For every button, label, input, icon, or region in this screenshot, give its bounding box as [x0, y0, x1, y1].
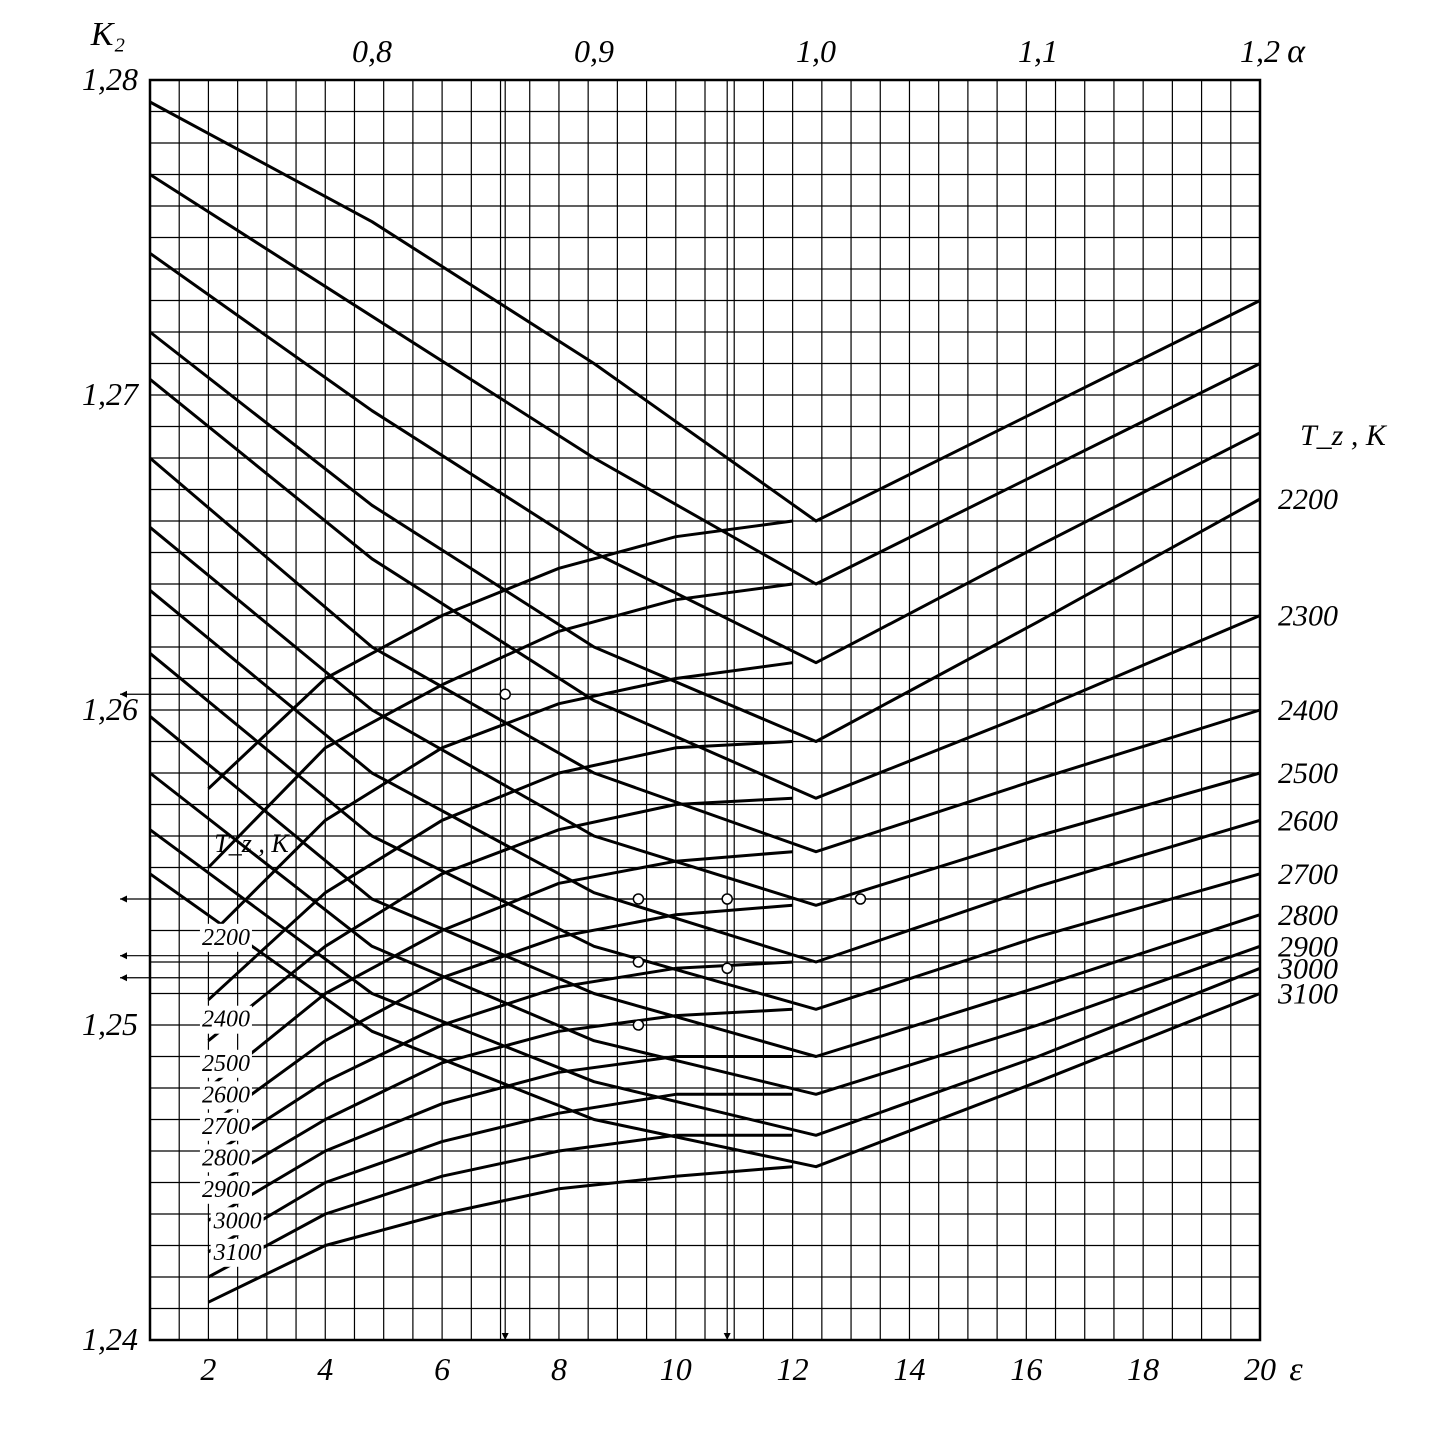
svg-text:3100: 3100: [213, 1240, 262, 1266]
svg-text:18: 18: [1127, 1351, 1159, 1387]
svg-text:2500: 2500: [202, 1051, 250, 1077]
svg-text:2200: 2200: [202, 925, 250, 951]
svg-text:1,0: 1,0: [796, 33, 836, 69]
svg-text:1,27: 1,27: [82, 376, 140, 412]
y-axis-label: K₂: [90, 16, 126, 53]
svg-text:8: 8: [551, 1351, 567, 1387]
chart-container: 1,241,251,261,271,28K₂0,80,91,01,11,2α24…: [0, 0, 1454, 1441]
svg-text:1,2: 1,2: [1240, 33, 1280, 69]
svg-text:1,26: 1,26: [82, 691, 138, 727]
svg-text:16: 16: [1010, 1351, 1042, 1387]
svg-text:20: 20: [1244, 1351, 1276, 1387]
svg-text:2900: 2900: [202, 1177, 250, 1203]
bottom-axis-label: ε: [1289, 1351, 1303, 1388]
svg-text:2300: 2300: [1278, 600, 1338, 633]
svg-text:12: 12: [777, 1351, 809, 1387]
svg-text:10: 10: [660, 1351, 692, 1387]
grid: [150, 80, 1260, 1340]
svg-text:1,28: 1,28: [82, 61, 138, 97]
svg-text:2600: 2600: [1278, 804, 1338, 837]
nomogram-chart: 1,241,251,261,271,28K₂0,80,91,01,11,2α24…: [0, 0, 1454, 1441]
svg-text:14: 14: [893, 1351, 925, 1387]
svg-text:2200: 2200: [1278, 483, 1338, 516]
svg-text:6: 6: [434, 1351, 450, 1387]
svg-text:1,25: 1,25: [82, 1006, 138, 1042]
svg-text:2400: 2400: [1278, 694, 1338, 727]
svg-text:4: 4: [317, 1351, 333, 1387]
svg-text:2600: 2600: [202, 1082, 250, 1108]
svg-text:0,9: 0,9: [574, 33, 614, 69]
svg-text:2: 2: [200, 1351, 216, 1387]
svg-text:2500: 2500: [1278, 757, 1338, 790]
left-header: T_z , K: [214, 829, 290, 858]
svg-text:2400: 2400: [202, 1007, 250, 1033]
svg-text:1,1: 1,1: [1018, 33, 1058, 69]
svg-text:0,8: 0,8: [352, 33, 392, 69]
right-header: T_z , K: [1300, 419, 1388, 452]
top-axis-label: α: [1287, 33, 1306, 70]
svg-text:2800: 2800: [1278, 899, 1338, 932]
svg-text:2800: 2800: [202, 1145, 250, 1171]
svg-text:3100: 3100: [1277, 978, 1338, 1011]
svg-text:3000: 3000: [213, 1208, 262, 1234]
svg-text:1,24: 1,24: [82, 1321, 138, 1357]
svg-text:2700: 2700: [202, 1114, 250, 1140]
svg-text:2700: 2700: [1278, 858, 1338, 891]
